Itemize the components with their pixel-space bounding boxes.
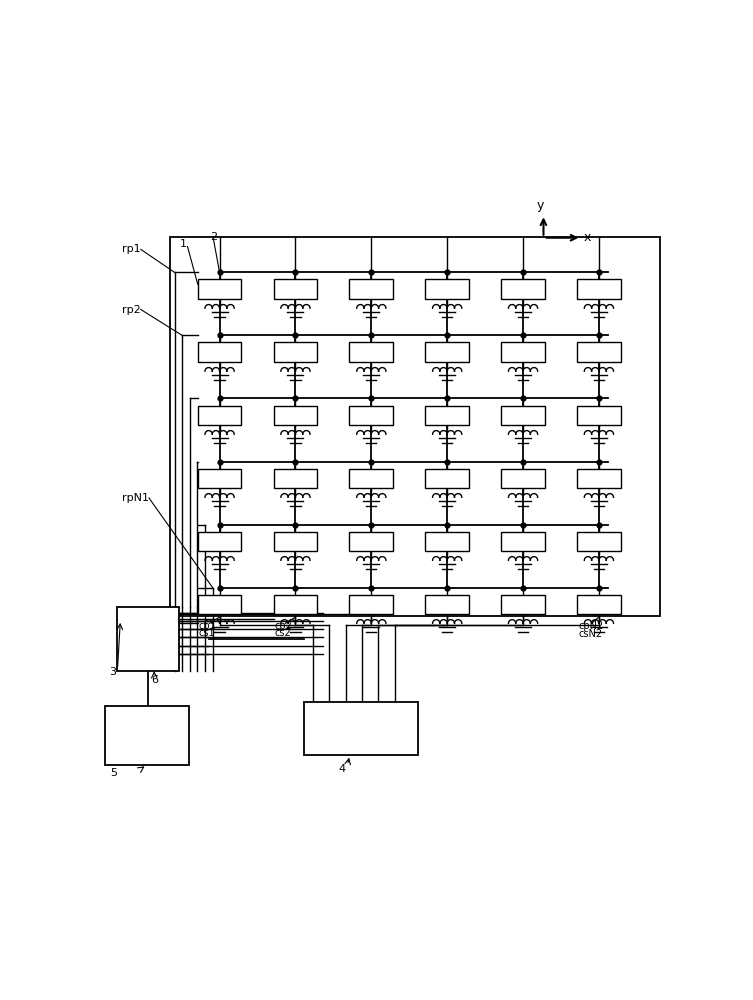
Bar [349, 406, 393, 425]
Text: 2: 2 [209, 232, 217, 242]
Bar [425, 469, 469, 488]
Bar [198, 279, 242, 299]
Bar [577, 279, 620, 299]
Bar [501, 595, 545, 614]
Bar [577, 469, 620, 488]
Text: cs1: cs1 [199, 628, 215, 638]
Bar [349, 342, 393, 362]
Bar [425, 595, 469, 614]
Bar [198, 469, 242, 488]
Bar [501, 279, 545, 299]
Bar [198, 342, 242, 362]
Bar [273, 406, 317, 425]
Bar [273, 469, 317, 488]
Text: 5: 5 [111, 768, 117, 778]
Bar [349, 279, 393, 299]
Text: rp2: rp2 [122, 305, 141, 315]
Text: cs2: cs2 [275, 628, 291, 638]
Text: 3: 3 [108, 667, 116, 677]
Bar [577, 406, 620, 425]
Text: y: y [537, 199, 544, 212]
Text: x: x [583, 231, 590, 244]
Bar [349, 595, 393, 614]
Bar [577, 532, 620, 551]
Text: 6: 6 [151, 675, 158, 685]
Text: cpN2: cpN2 [578, 621, 603, 631]
Bar [273, 342, 317, 362]
Bar [501, 342, 545, 362]
Text: rpN1: rpN1 [122, 493, 149, 503]
Bar [501, 406, 545, 425]
Bar [501, 532, 545, 551]
Text: 4: 4 [338, 764, 346, 774]
Text: cp2: cp2 [275, 621, 293, 631]
Bar [425, 532, 469, 551]
Text: rp1: rp1 [122, 244, 141, 254]
Bar [349, 532, 393, 551]
Bar [273, 595, 317, 614]
Bar [105, 706, 189, 765]
Bar [425, 279, 469, 299]
Bar [349, 469, 393, 488]
Bar [425, 406, 469, 425]
Bar [198, 532, 242, 551]
Bar [501, 469, 545, 488]
Bar [577, 595, 620, 614]
Bar [273, 279, 317, 299]
Text: 1: 1 [180, 239, 187, 249]
Bar [577, 342, 620, 362]
Bar [198, 406, 242, 425]
Text: cp1: cp1 [199, 621, 217, 631]
Bar [273, 532, 317, 551]
Bar [304, 702, 418, 755]
Text: csN2: csN2 [578, 629, 602, 639]
Bar [198, 595, 242, 614]
Bar [425, 342, 469, 362]
Bar [117, 607, 178, 671]
Bar [170, 237, 660, 616]
